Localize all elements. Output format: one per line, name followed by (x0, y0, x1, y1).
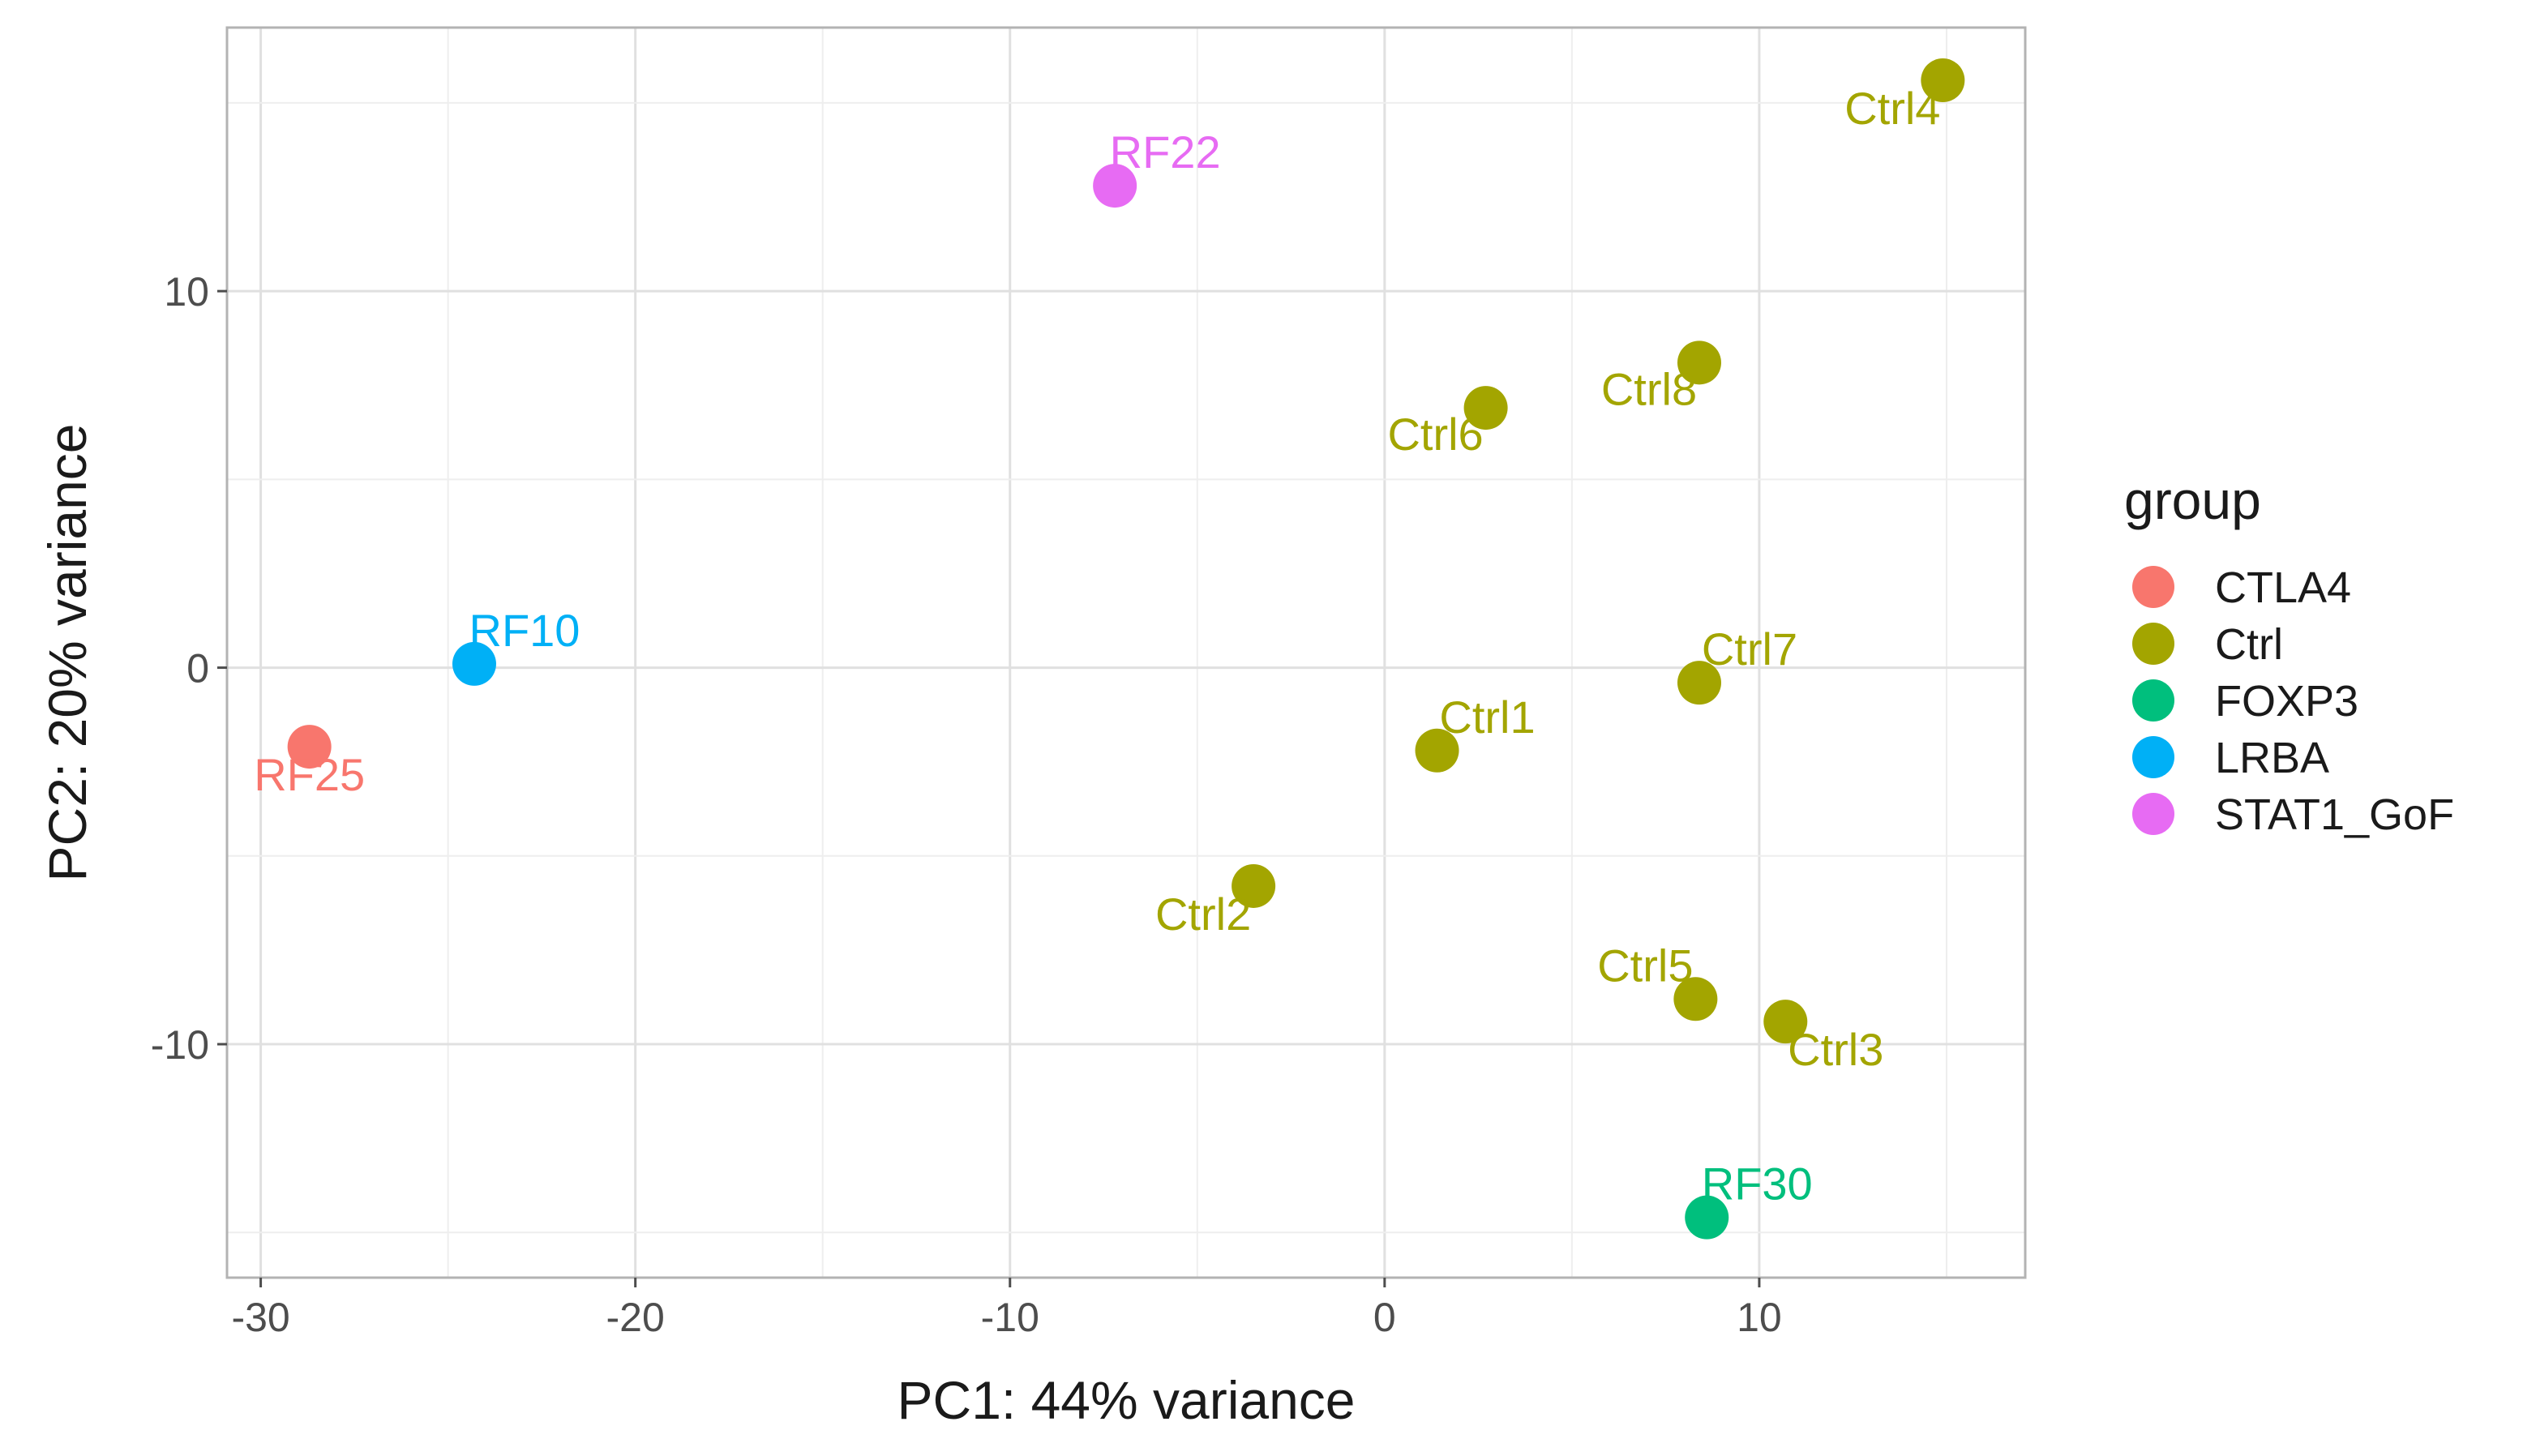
point-label-rf30: RF30 (1702, 1158, 1813, 1210)
data-point-rf22 (1093, 164, 1137, 208)
point-label-ctrl2: Ctrl2 (1155, 889, 1251, 940)
data-points (287, 58, 1965, 1240)
y-tick-label: 0 (186, 646, 209, 692)
legend-label-lrba: LRBA (2215, 734, 2329, 782)
point-label-rf25: RF25 (254, 749, 365, 800)
point-label-ctrl8: Ctrl8 (1601, 363, 1697, 414)
legend-items: CTLA4 Ctrl FOXP3 LRBA STAT1_GoF (2132, 563, 2454, 839)
legend-swatch-ctla4 (2132, 566, 2174, 608)
data-point-ctrl2 (1232, 863, 1276, 908)
legend-label-stat1_gof: STAT1_GoF (2215, 790, 2454, 839)
y-tick-label: 10 (164, 269, 209, 315)
point-label-ctrl3: Ctrl3 (1788, 1024, 1883, 1075)
point-label-ctrl6: Ctrl6 (1387, 409, 1483, 460)
data-point-ctrl1 (1415, 728, 1459, 773)
data-point-ctrl6 (1463, 386, 1508, 430)
legend-swatch-stat1_gof (2132, 793, 2174, 835)
legend-title: group (2124, 470, 2261, 530)
point-label-ctrl5: Ctrl5 (1597, 940, 1693, 991)
y-axis-title: PC2: 20% variance (37, 424, 97, 882)
point-label-ctrl7: Ctrl7 (1702, 623, 1797, 674)
grid-lines (227, 28, 2025, 1278)
plot-panel-border (225, 26, 2027, 1279)
data-point-ctrl5 (1673, 977, 1718, 1021)
point-label-rf22: RF22 (1110, 126, 1221, 178)
x-tick-label: 10 (1737, 1295, 1782, 1340)
data-point-rf10 (452, 641, 496, 686)
data-point-rf30 (1685, 1195, 1729, 1240)
data-point-rf25 (287, 725, 332, 769)
legend-swatch-ctrl (2132, 623, 2174, 665)
data-point-ctrl8 (1677, 340, 1721, 385)
data-point-ctrl3 (1763, 1000, 1808, 1044)
x-tick-label: -10 (981, 1295, 1039, 1340)
legend-label-ctla4: CTLA4 (2215, 563, 2351, 612)
x-tick-label: -30 (231, 1295, 289, 1340)
point-label-ctrl1: Ctrl1 (1439, 692, 1535, 743)
x-axis-title: PC1: 44% variance (897, 1370, 1356, 1430)
legend: group CTLA4 Ctrl FOXP3 LRBA STAT1_GoF (2124, 470, 2454, 839)
data-point-ctrl7 (1677, 661, 1721, 705)
data-point-ctrl4 (1921, 58, 1965, 103)
y-tick-label: -10 (151, 1022, 209, 1068)
point-label-rf10: RF10 (469, 605, 580, 656)
x-tick-label: -20 (606, 1295, 665, 1340)
legend-swatch-lrba (2132, 736, 2174, 778)
legend-label-foxp3: FOXP3 (2215, 677, 2358, 726)
point-label-ctrl4: Ctrl4 (1844, 83, 1940, 134)
axis-ticks: -30 -20 -10 0 10 -10 0 10 (151, 269, 1782, 1340)
legend-swatch-foxp3 (2132, 679, 2174, 722)
x-tick-label: 0 (1373, 1295, 1396, 1340)
point-labels: RF25 RF10 RF22 Ctrl4 Ctrl8 Ctrl6 Ctrl7 Ctrl1 Ctr… (254, 83, 1940, 1210)
legend-label-ctrl: Ctrl (2215, 620, 2283, 669)
